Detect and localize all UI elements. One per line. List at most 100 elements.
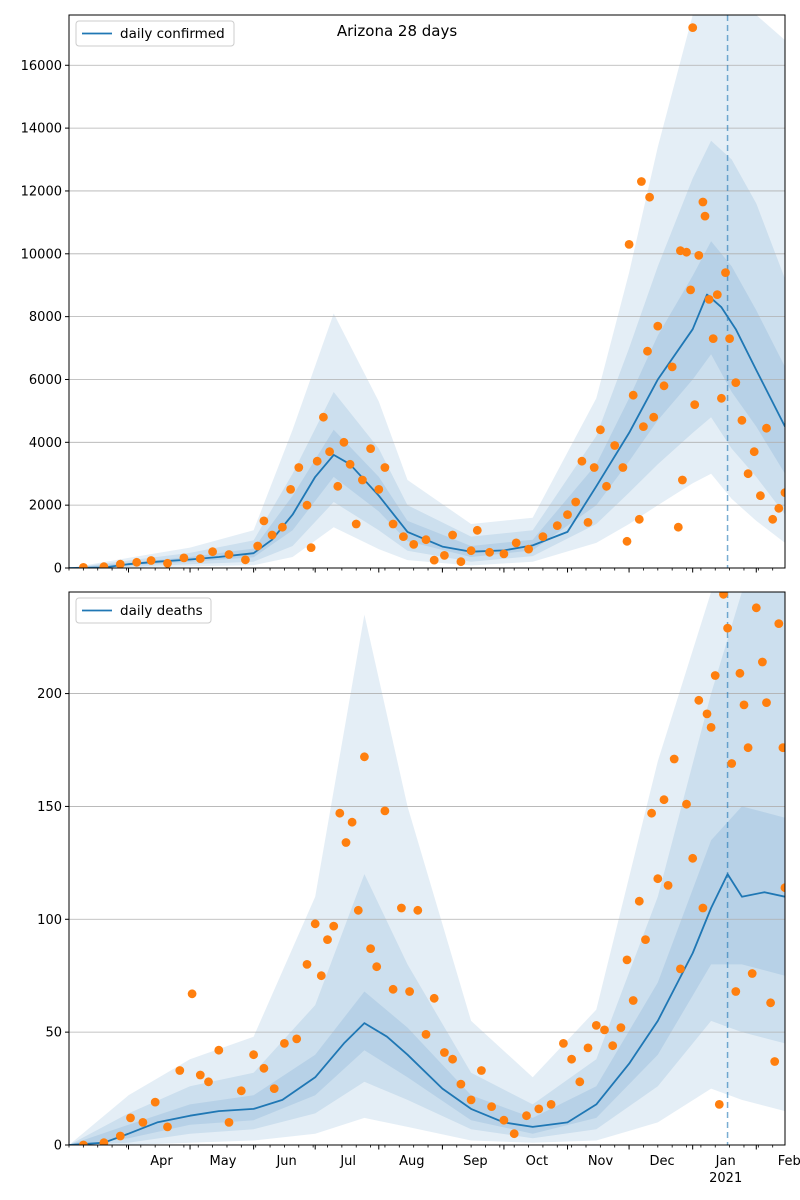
data-point <box>649 412 659 422</box>
confidence-band-outer <box>69 15 785 568</box>
data-point <box>440 1048 449 1057</box>
confidence-band-outer <box>69 592 785 1145</box>
data-point <box>589 463 599 472</box>
axes-frame <box>68 14 786 569</box>
x-tick-label: Dec <box>650 1154 675 1169</box>
data-point <box>466 1095 476 1105</box>
data-point <box>727 759 737 768</box>
data-point <box>335 808 345 818</box>
data-point <box>712 290 722 299</box>
y-tick-label: 100 <box>37 913 62 928</box>
y-tick-label: 8000 <box>29 310 62 325</box>
data-point <box>405 987 414 996</box>
data-point <box>747 969 757 978</box>
data-point <box>774 503 784 513</box>
x-tick-label: Jan <box>715 1154 736 1169</box>
data-point <box>253 541 263 551</box>
data-point <box>634 514 644 524</box>
y-tick-label: 16000 <box>21 59 62 74</box>
data-point <box>366 444 375 453</box>
data-point <box>115 559 125 568</box>
data-point <box>413 905 423 915</box>
data-point <box>341 838 351 847</box>
data-point <box>269 1084 279 1093</box>
data-point <box>472 525 482 535</box>
data-point <box>571 497 581 507</box>
data-point <box>743 743 753 753</box>
data-point <box>115 1131 125 1141</box>
data-point <box>628 996 638 1005</box>
data-point <box>175 1066 185 1075</box>
data-point <box>676 964 685 974</box>
data-point <box>499 549 509 559</box>
data-point <box>688 853 698 863</box>
data-point <box>559 1039 568 1048</box>
confirmed-panel: 0 2000 4000 6000 8000 10000 12000 14000 16000 Ar… <box>21 14 786 577</box>
data-point <box>538 532 548 541</box>
data-point <box>374 485 384 494</box>
data-point <box>546 1100 556 1109</box>
data-point <box>421 1030 431 1039</box>
data-point <box>583 518 593 527</box>
confidence-band-inner <box>69 806 785 1145</box>
data-point <box>735 668 745 678</box>
confidence-band-middle <box>69 140 785 568</box>
data-point <box>663 881 673 890</box>
data-point <box>778 743 785 753</box>
data-point <box>780 883 785 893</box>
data-point <box>567 1054 576 1064</box>
data-point <box>743 469 753 479</box>
data-point <box>456 557 466 567</box>
data-point <box>339 437 349 447</box>
data-point <box>329 921 339 931</box>
confirmed-legend: daily confirmed <box>75 20 235 47</box>
data-point <box>634 896 644 906</box>
data-point <box>552 521 562 530</box>
data-point <box>347 817 357 827</box>
data-point <box>353 905 363 915</box>
data-point <box>624 240 634 249</box>
data-point <box>714 1100 724 1109</box>
data-point <box>758 657 767 667</box>
y-tick-label: 2000 <box>29 499 62 514</box>
data-point <box>710 671 720 680</box>
deaths-panel: 0 50 100 150 200 Apr May Jun Jul Aug Sep Oct Nov Dec… <box>37 591 800 1186</box>
y-tick-label: 0 <box>54 1139 62 1154</box>
data-point <box>399 532 408 541</box>
x-tick-sublabel: 2021 <box>709 1171 742 1186</box>
data-point <box>667 362 677 372</box>
data-point <box>762 698 771 707</box>
data-point <box>591 1021 601 1030</box>
y-tick-label: 0 <box>54 562 62 577</box>
deaths-scatter-layer <box>79 592 785 1145</box>
data-point <box>768 514 778 524</box>
data-point <box>259 516 269 526</box>
data-point <box>723 623 732 633</box>
data-point <box>583 1043 593 1053</box>
deaths-legend: daily deaths <box>75 597 212 624</box>
data-point <box>653 874 663 884</box>
data-point <box>610 441 620 450</box>
data-point <box>600 1025 609 1035</box>
data-point <box>249 1050 258 1060</box>
data-point <box>639 422 648 431</box>
data-point <box>678 475 687 485</box>
data-point <box>653 321 663 331</box>
data-point <box>195 554 205 563</box>
data-point <box>477 1066 486 1075</box>
x-tick-label: Sep <box>463 1154 488 1169</box>
data-point <box>79 1140 88 1145</box>
y-tick-label: 14000 <box>21 122 62 137</box>
data-point <box>717 393 726 403</box>
data-point <box>312 456 322 466</box>
data-point <box>628 390 638 400</box>
y-tick-label: 4000 <box>29 436 62 451</box>
data-point <box>766 998 775 1008</box>
data-point <box>294 463 304 472</box>
data-point <box>333 481 343 491</box>
data-point <box>577 456 587 466</box>
data-point <box>731 378 741 387</box>
confirmed-scatter-layer <box>79 23 785 568</box>
data-point <box>126 1113 135 1123</box>
data-point <box>487 1102 496 1111</box>
